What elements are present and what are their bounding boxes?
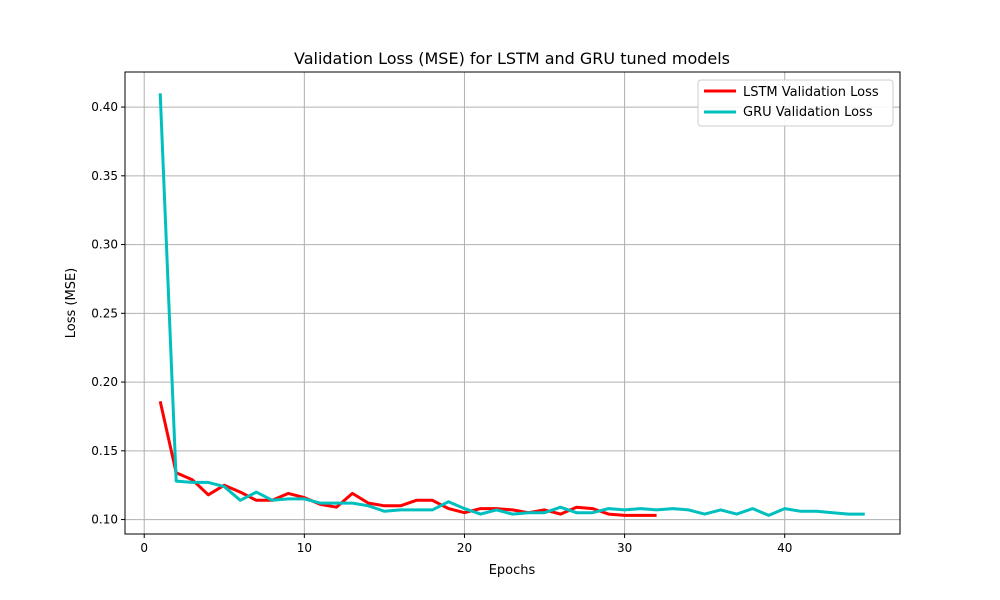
y-tick-label: 0.25: [91, 306, 118, 320]
x-tick-label: 0: [140, 541, 148, 555]
x-tick-label: 20: [457, 541, 472, 555]
series-line-gru-validation-loss: [158, 93, 865, 517]
legend: LSTM Validation Loss GRU Validation Loss: [697, 79, 894, 127]
plot-frame: [124, 71, 901, 535]
y-tick-label: 0.30: [91, 238, 118, 252]
legend-box: [697, 79, 894, 127]
y-axis-label: Loss (MSE): [64, 268, 79, 338]
ticks: 0 10 20 30 40 0.10 0.15 0.20 0.25 0.30 0.35 0.40: [91, 100, 792, 555]
x-tick-label: 10: [297, 541, 312, 555]
plot-background: [125, 72, 900, 534]
y-tick-label: 0.20: [91, 375, 118, 389]
x-tick-label: 30: [617, 541, 632, 555]
y-tick-label: 0.35: [91, 169, 118, 183]
y-tick-label: 0.15: [91, 444, 118, 458]
series-layer: [158, 93, 865, 517]
grid: [125, 72, 900, 534]
chart-title: Validation Loss (MSE) for LSTM and GRU t…: [294, 49, 730, 68]
x-axis-label: Epochs: [489, 563, 536, 578]
y-tick-label: 0.40: [91, 100, 118, 114]
legend-label-gru: GRU Validation Loss: [743, 105, 873, 120]
x-tick-label: 40: [777, 541, 792, 555]
y-tick-label: 0.10: [91, 513, 118, 527]
legend-label-lstm: LSTM Validation Loss: [743, 85, 879, 100]
series-line-lstm-validation-loss: [158, 400, 657, 517]
